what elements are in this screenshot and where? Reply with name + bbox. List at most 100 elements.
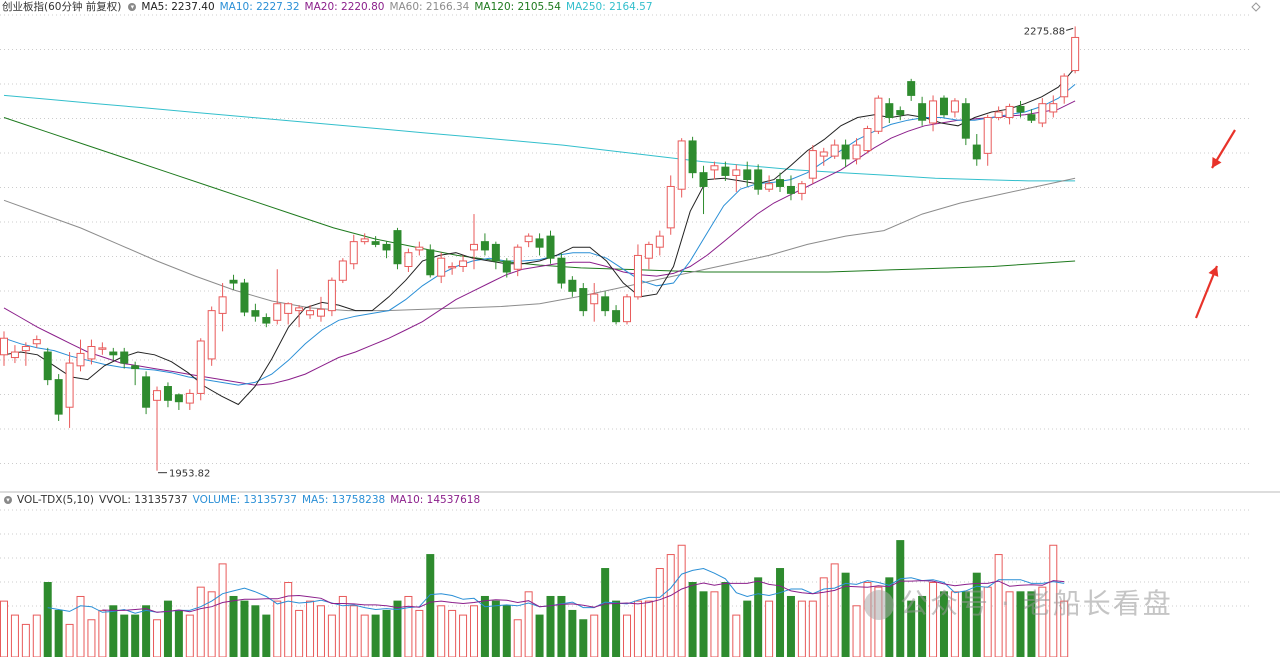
vol-vvol: VVOL: 13135737 bbox=[99, 494, 188, 506]
volume-bar bbox=[961, 591, 970, 657]
candle bbox=[131, 365, 140, 370]
volume-bar bbox=[1027, 591, 1036, 657]
volume-bar bbox=[896, 540, 905, 657]
volume-bar bbox=[404, 595, 413, 657]
annotation-arrow-up-head bbox=[1208, 266, 1219, 277]
candle bbox=[732, 169, 741, 176]
volume-bar bbox=[633, 600, 642, 657]
volume-bar bbox=[218, 563, 227, 657]
candle bbox=[196, 340, 205, 394]
volume-bar bbox=[972, 572, 981, 657]
candle bbox=[688, 140, 697, 174]
volume-bar bbox=[524, 591, 533, 657]
candle bbox=[153, 390, 162, 401]
candle bbox=[557, 257, 566, 284]
legend-ma250: MA250: 2164.57 bbox=[565, 1, 653, 13]
volume-bar bbox=[1060, 600, 1069, 657]
diamond-icon[interactable] bbox=[1251, 2, 1261, 12]
volume-bar bbox=[426, 554, 435, 657]
legend-ma120: MA120: 2105.54 bbox=[474, 1, 561, 13]
volume-bar bbox=[131, 614, 140, 657]
candle bbox=[743, 169, 752, 181]
volume-bar bbox=[721, 582, 730, 657]
volume-bar bbox=[623, 614, 632, 657]
volume-bar bbox=[601, 568, 610, 657]
candle bbox=[491, 243, 500, 262]
candle bbox=[852, 144, 861, 160]
candle bbox=[415, 246, 424, 251]
volume-bar bbox=[21, 623, 30, 657]
ma250-line bbox=[3, 94, 1076, 182]
candle bbox=[437, 257, 446, 277]
ma5-line bbox=[3, 67, 1076, 406]
candle bbox=[601, 296, 610, 312]
vol-ma10: MA10: 14537618 bbox=[390, 494, 481, 506]
volume-bar bbox=[907, 600, 916, 657]
candle bbox=[32, 339, 41, 345]
volume-bar bbox=[852, 605, 861, 657]
volume-bar bbox=[240, 600, 249, 657]
volume-bar bbox=[295, 609, 304, 657]
volume-bar bbox=[612, 600, 621, 657]
volume-bar bbox=[65, 623, 74, 657]
volume-bar bbox=[142, 605, 151, 657]
candle bbox=[284, 303, 293, 314]
volume-bar bbox=[939, 591, 948, 657]
volume-bar bbox=[797, 600, 806, 657]
candle bbox=[972, 144, 981, 160]
candle bbox=[1060, 75, 1069, 98]
candle bbox=[218, 296, 227, 314]
volume-bar bbox=[120, 614, 129, 657]
candle bbox=[765, 183, 774, 190]
volume-bar bbox=[0, 600, 8, 657]
candle bbox=[994, 111, 1003, 118]
candle bbox=[469, 243, 478, 251]
candle bbox=[1027, 114, 1036, 121]
volume-bar bbox=[688, 582, 697, 657]
candle bbox=[21, 346, 30, 352]
candle bbox=[382, 243, 391, 251]
candle bbox=[983, 116, 992, 154]
circle-down-icon[interactable]: ▾ bbox=[128, 3, 137, 11]
volume-bar bbox=[655, 568, 664, 657]
price-legend: 创业板指(60分钟 前复权) ▾ MA5: 2237.40 MA10: 2227.32… bbox=[2, 0, 658, 14]
vol-volume: VOLUME: 13135737 bbox=[192, 494, 297, 506]
volume-bar bbox=[765, 600, 774, 657]
candle bbox=[644, 243, 653, 259]
candle bbox=[721, 166, 730, 176]
candle bbox=[448, 265, 457, 269]
watermark: 公众号 · 老船长看盘 bbox=[864, 584, 1173, 624]
volume-bar bbox=[207, 591, 216, 657]
volume-bar bbox=[185, 614, 194, 657]
candle bbox=[262, 317, 271, 324]
candle bbox=[65, 362, 74, 408]
candle bbox=[776, 179, 785, 187]
candle bbox=[54, 379, 63, 415]
legend-ma20: MA20: 2220.80 bbox=[304, 1, 385, 13]
volume-bar bbox=[950, 591, 959, 657]
volume-bar bbox=[98, 609, 107, 657]
candle bbox=[699, 172, 708, 187]
volume-bar bbox=[360, 614, 369, 657]
volume-bar bbox=[502, 605, 511, 657]
candle bbox=[885, 103, 894, 118]
volume-bar bbox=[699, 591, 708, 657]
volume-bar bbox=[174, 609, 183, 657]
candle bbox=[174, 394, 183, 403]
circle-down-icon[interactable]: ▾ bbox=[4, 496, 12, 504]
legend-ma5: MA5: 2237.40 bbox=[141, 1, 215, 13]
candle bbox=[404, 252, 413, 267]
volume-bar bbox=[491, 600, 500, 657]
volume-bar bbox=[448, 609, 457, 657]
volume-bar bbox=[830, 563, 839, 657]
volume-bar bbox=[754, 577, 763, 657]
high-label-pointer bbox=[1066, 27, 1074, 31]
candle bbox=[502, 260, 511, 273]
volume-bar bbox=[666, 554, 675, 657]
wechat-icon bbox=[864, 590, 894, 620]
volume-ma10-line bbox=[102, 580, 1065, 613]
watermark-text: 公众号 · 老船长看盘 bbox=[900, 587, 1173, 620]
volume-bar bbox=[786, 595, 795, 657]
candle bbox=[10, 351, 19, 359]
